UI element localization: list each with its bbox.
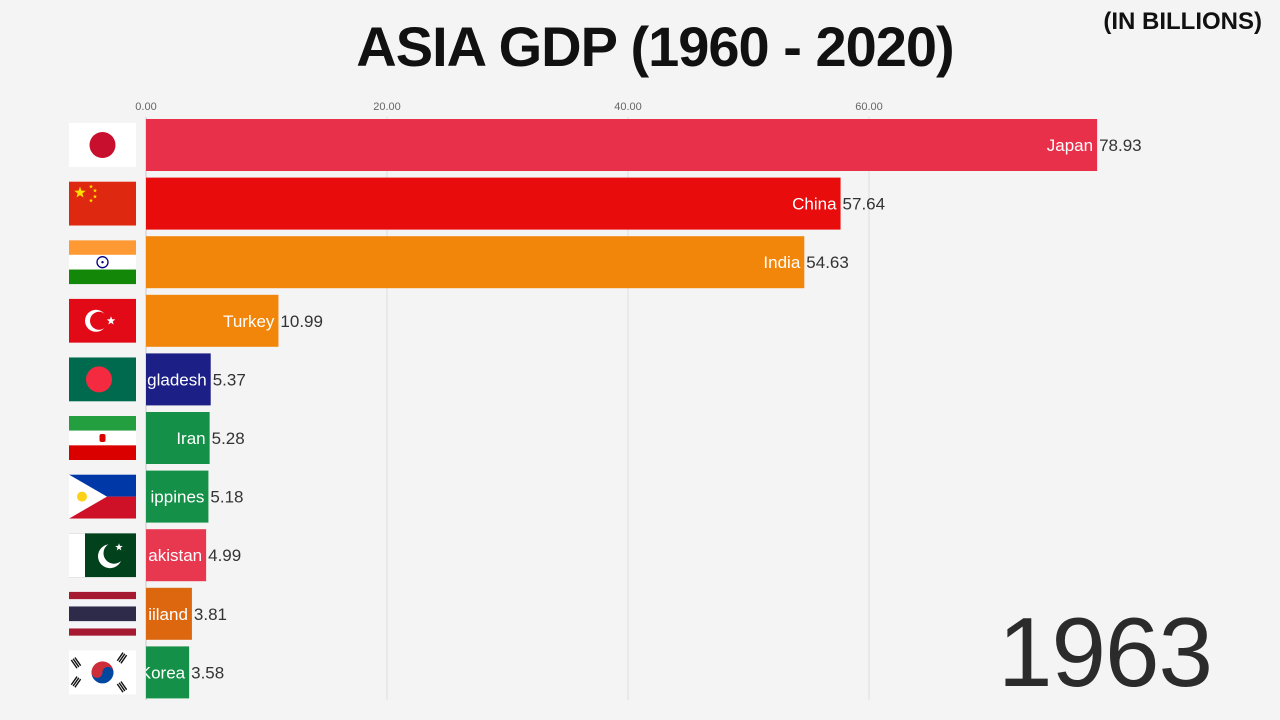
flag-column [69,123,136,695]
pakistan-flag [69,533,136,578]
bangladesh-flag [69,357,136,402]
bar-korea [146,646,190,699]
turkey-flag [69,298,136,343]
x-tick-label: 40.00 [614,101,642,113]
value-label-bangladesh: 5.37 [213,370,246,389]
value-label-india: 54.63 [806,253,849,272]
value-label-pakistan: 4.99 [208,546,241,565]
value-label-china: 57.64 [843,195,886,214]
bar-label-korea: Korea [140,663,186,682]
year-label: 1963 [997,597,1213,707]
bar-label-turkey: Turkey [223,312,275,331]
bar-label-thailand: iiland [148,605,188,624]
india-flag [69,240,136,285]
bar-iran [146,412,210,464]
bars: Japan 78.93 China 57.64 India 54.63 Turkey 10.9… [140,119,1142,699]
philippines-flag [69,474,136,519]
x-tick-label: 0.00 [135,101,156,113]
bar-label-india: India [763,253,800,272]
value-label-korea: 3.58 [191,663,224,682]
bar-philippines [146,470,209,523]
bar-label-philippines: ippines [151,488,205,507]
value-label-thailand: 3.81 [194,605,227,624]
korea-flag [69,650,136,695]
value-label-philippines: 5.18 [210,488,243,507]
bar-label-iran: Iran [176,429,205,448]
iran-flag [69,416,136,460]
value-label-turkey: 10.99 [280,312,323,331]
x-tick-label: 20.00 [373,101,401,113]
bar-china [146,177,841,230]
bar-label-bangladesh: gladesh [147,370,207,389]
x-tick-label: 60.00 [855,101,883,113]
bar-pakistan [146,529,207,582]
x-axis-ticks: 0.00 20.00 40.00 60.00 [135,101,882,113]
china-flag [69,181,136,226]
bar-turkey [146,294,279,347]
value-label-japan: 78.93 [1099,136,1142,155]
bar-bangladesh [146,353,211,406]
unit-label: (IN BILLIONS) [1103,8,1262,35]
bar-india [146,236,805,289]
bar-japan [146,119,1098,171]
bar-label-china: China [792,195,837,214]
thailand-flag [69,591,136,636]
chart-title: ASIA GDP (1960 - 2020) [356,15,954,78]
bar-label-japan: Japan [1047,136,1093,155]
japan-flag [69,123,136,167]
value-label-iran: 5.28 [212,429,245,448]
bar-label-pakistan: akistan [148,546,202,565]
bar-thailand [146,587,192,640]
